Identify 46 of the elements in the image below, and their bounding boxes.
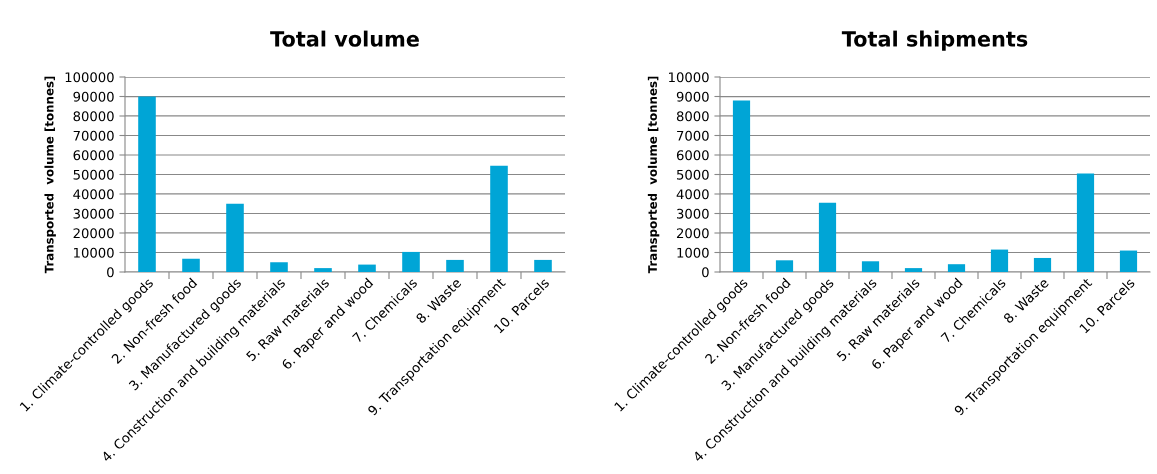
y-tick-label: 5000: [677, 169, 709, 180]
bar: [182, 258, 200, 272]
bar: [775, 260, 794, 272]
bar: [1033, 257, 1052, 272]
y-tick-label: 90000: [73, 91, 114, 102]
bar: [138, 96, 156, 272]
bar: [490, 165, 508, 272]
y-tick-label: 4000: [676, 189, 709, 200]
y-tick-label: 0: [107, 267, 114, 278]
y-tick-label: 3000: [677, 208, 709, 219]
bar: [904, 268, 923, 272]
y-tick-label: 0: [702, 267, 709, 278]
bar: [1076, 173, 1095, 272]
bar: [947, 264, 966, 272]
y-tick-label: 9000: [676, 91, 709, 102]
y-tick-label: 100000: [65, 72, 114, 83]
y-tick-label: 2000: [676, 228, 709, 239]
y-tick-label: 1000: [677, 247, 709, 258]
y-tick-label: 30000: [73, 208, 114, 219]
bar: [818, 202, 837, 272]
y-tick-label: 20000: [73, 228, 114, 239]
y-tick-label: 10000: [74, 247, 114, 258]
bar: [990, 249, 1009, 272]
y-tick-label: 6000: [676, 150, 709, 161]
bar: [732, 100, 751, 272]
y-tick-label: 70000: [73, 130, 114, 141]
bar: [226, 203, 244, 272]
bar: [1119, 250, 1138, 272]
bar: [402, 251, 420, 272]
y-tick-label: 8000: [676, 111, 709, 122]
bar: [534, 259, 552, 272]
bar: [270, 262, 288, 272]
bar: [314, 268, 332, 272]
y-tick-label: 7000: [677, 130, 709, 141]
chart-title: Total volume: [270, 30, 419, 47]
bar: [446, 259, 464, 272]
y-tick-label: 10000: [669, 72, 709, 83]
y-axis-title: Transported volume [tonnes]: [44, 76, 56, 274]
bar: [358, 264, 376, 272]
chart-title: Total shipments: [841, 30, 1028, 51]
y-tick-label: 50000: [73, 169, 114, 180]
y-tick-label: 60000: [73, 150, 114, 161]
y-tick-label: 80000: [73, 111, 114, 122]
bar: [861, 261, 880, 272]
y-axis-title: Transported volume [tonnes]: [647, 76, 660, 274]
y-tick-label: 40000: [73, 189, 114, 200]
